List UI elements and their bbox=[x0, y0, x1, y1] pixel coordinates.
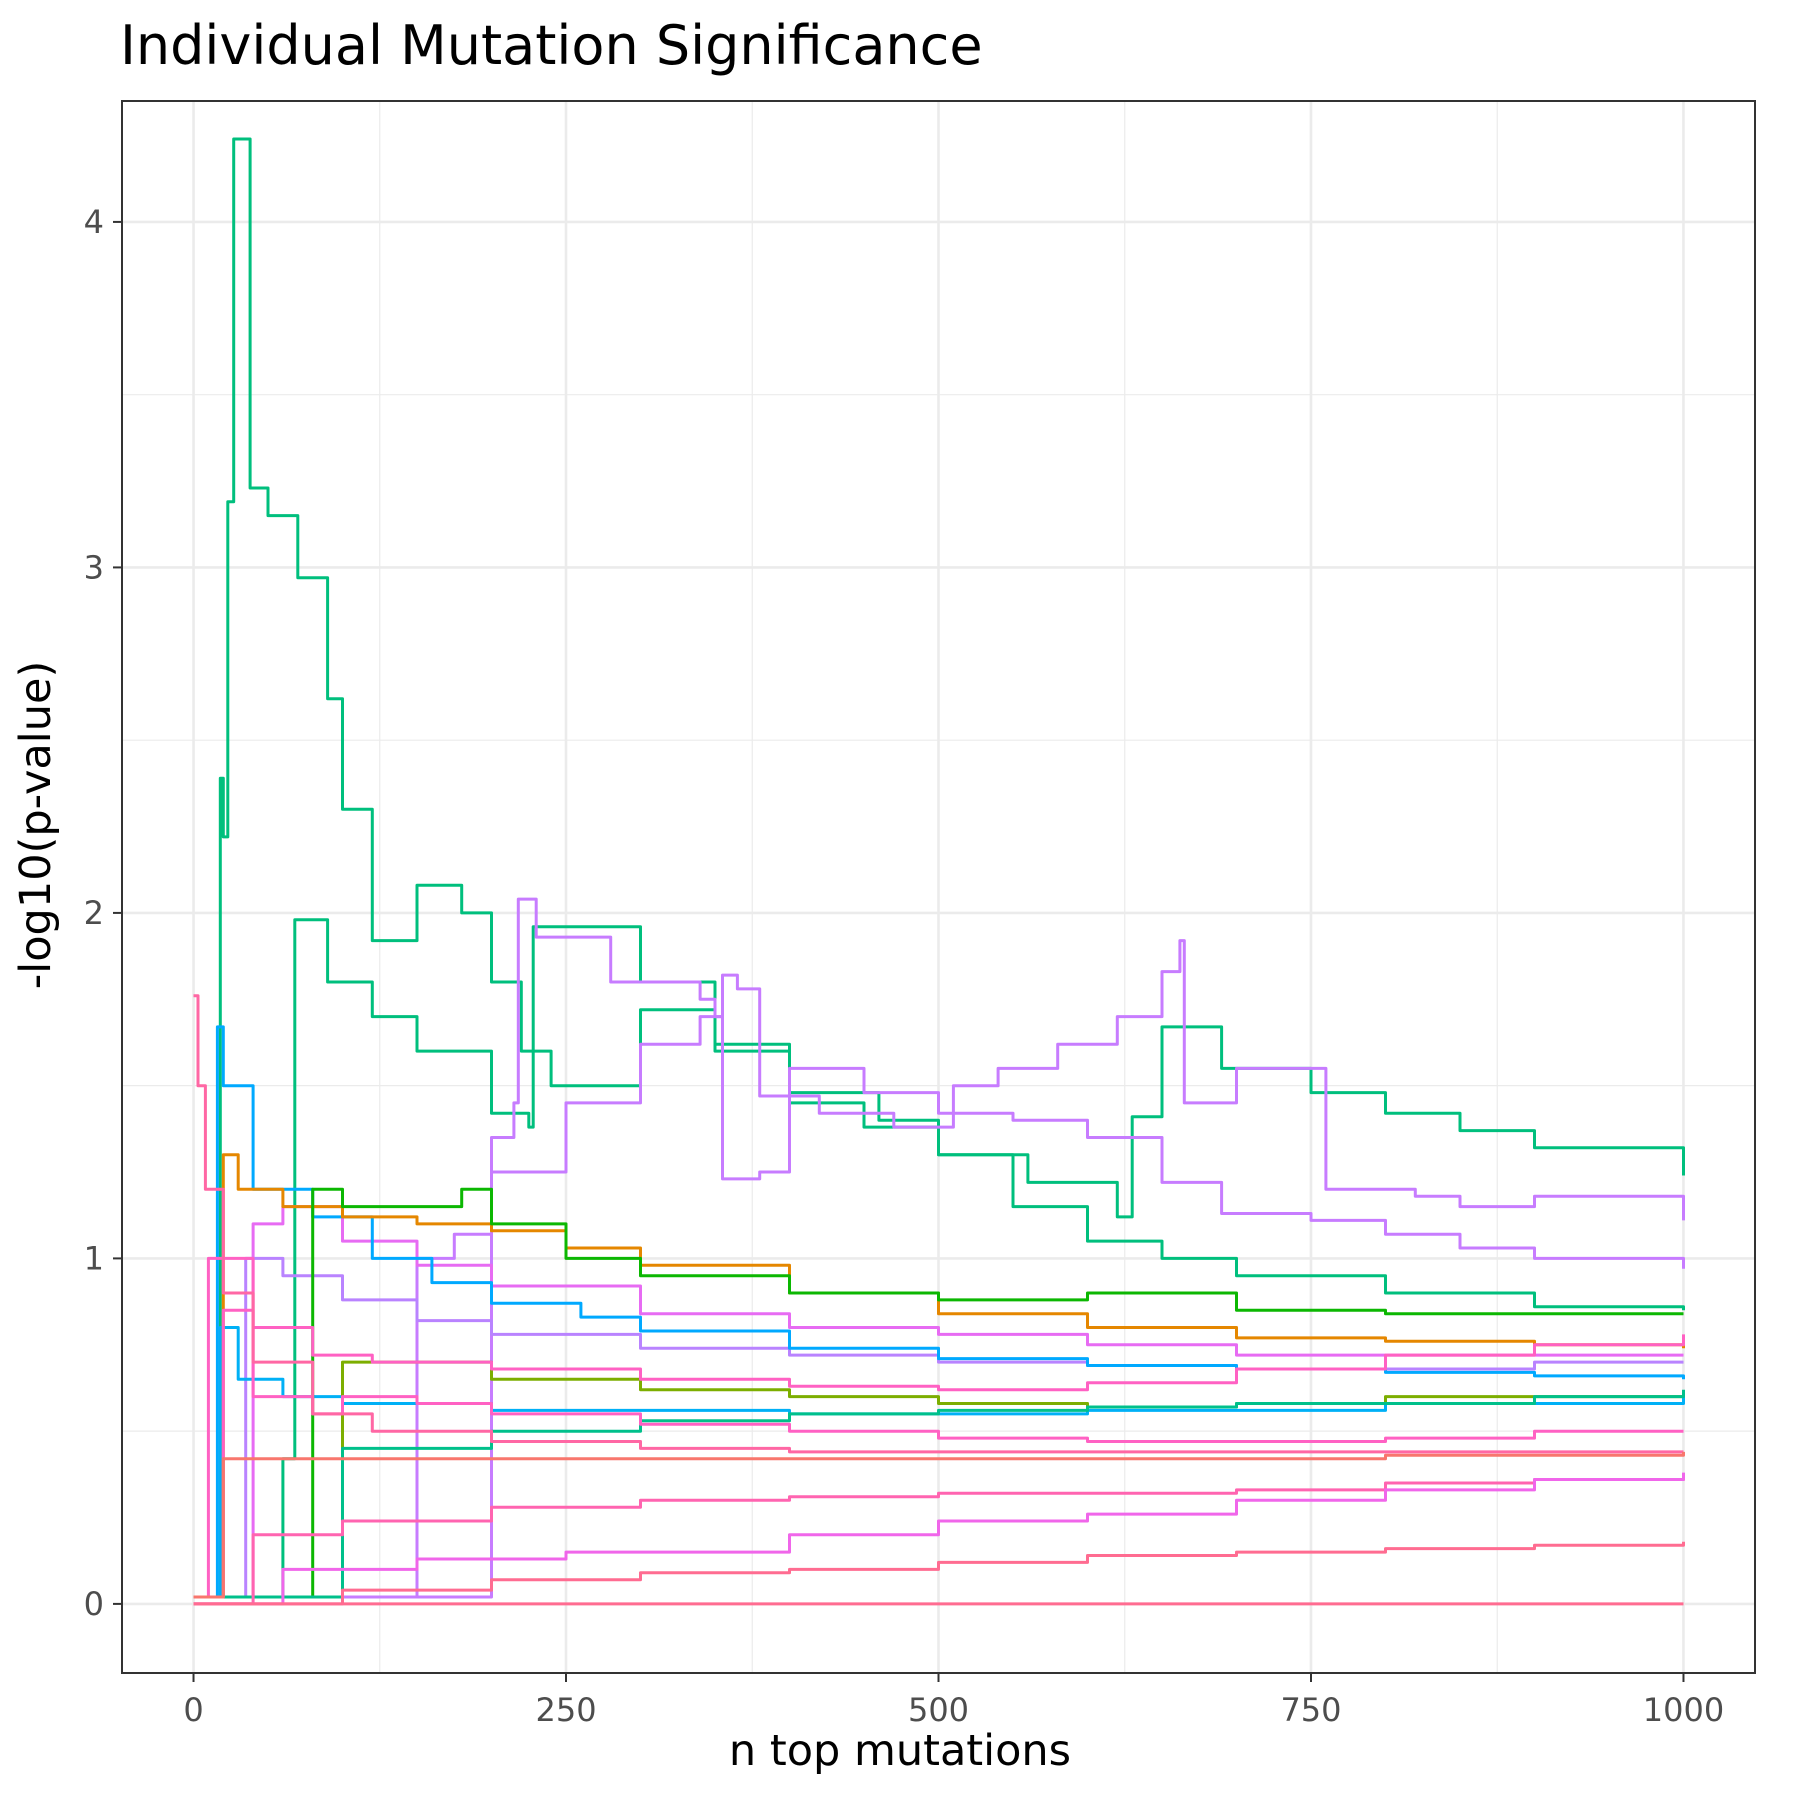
y-tick-label: 1 bbox=[84, 1239, 104, 1277]
series-line-3 bbox=[193, 897, 1685, 1599]
series-layer bbox=[193, 137, 1685, 1606]
y-tick-label: 2 bbox=[84, 894, 104, 932]
x-axis-ticks: 0 250 500 750 1000 bbox=[183, 1673, 1724, 1729]
series-line-14 bbox=[193, 1308, 1684, 1599]
series-line-15 bbox=[193, 994, 1684, 1454]
y-tick-label: 4 bbox=[84, 203, 104, 241]
x-tick-label: 0 bbox=[183, 1691, 203, 1729]
y-tick-label: 3 bbox=[84, 548, 104, 586]
series-line-16 bbox=[193, 1451, 1685, 1599]
x-tick-label: 750 bbox=[1280, 1691, 1341, 1729]
series-line-4 bbox=[193, 939, 1685, 1599]
series-line-5 bbox=[193, 1205, 1684, 1599]
y-axis-ticks: 0 1 2 3 4 bbox=[84, 203, 122, 1623]
series-line-13 bbox=[193, 1256, 1685, 1599]
x-axis-label: n top mutations bbox=[728, 1726, 1072, 1776]
series-line-9 bbox=[193, 1153, 1685, 1599]
series-line-19 bbox=[193, 1541, 1685, 1606]
y-axis-label: -log10(p-value) bbox=[11, 660, 61, 990]
chart-title: Individual Mutation Significance bbox=[120, 14, 983, 77]
x-tick-label: 1000 bbox=[1643, 1691, 1724, 1729]
series-line-17 bbox=[193, 1476, 1685, 1606]
x-tick-label: 500 bbox=[908, 1691, 969, 1729]
series-line-18 bbox=[193, 1472, 1685, 1606]
x-tick-label: 250 bbox=[535, 1691, 596, 1729]
series-line-12 bbox=[193, 1389, 1685, 1599]
series-line-11 bbox=[193, 1187, 1684, 1599]
series-line-1 bbox=[193, 137, 1685, 1599]
y-tick-label: 0 bbox=[84, 1585, 104, 1623]
